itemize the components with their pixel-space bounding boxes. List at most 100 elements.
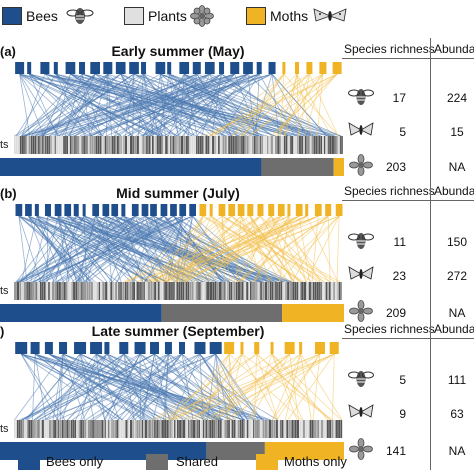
abundance-value: NA: [448, 305, 466, 320]
bee-link: [21, 73, 83, 137]
richness-header: Species richness: [344, 322, 435, 336]
plant-node: [24, 136, 26, 154]
plant-node: [329, 420, 331, 438]
plant-node: [222, 282, 224, 300]
bee-link: [20, 353, 59, 421]
plant-node: [261, 136, 264, 154]
plant-node: [230, 420, 232, 438]
plant-node: [58, 282, 61, 300]
moth-node: [277, 204, 285, 216]
plant-node: [209, 420, 212, 438]
moth-link: [171, 215, 340, 283]
richness-value: 141: [385, 443, 406, 458]
plant-node: [279, 136, 281, 154]
plant-node: [325, 282, 328, 300]
moth-link: [126, 215, 300, 283]
plant-node: [289, 282, 292, 300]
plant-node: [32, 420, 35, 438]
bee-link: [252, 73, 273, 137]
plant-node: [273, 282, 275, 300]
moths-only-segment: [264, 442, 344, 460]
plant-node: [35, 420, 37, 438]
plant-node: [87, 136, 90, 154]
plant-node: [26, 136, 29, 154]
plant-node: [155, 420, 157, 438]
moth-link: [152, 353, 257, 421]
plant-node: [234, 136, 236, 154]
bee-link: [19, 353, 169, 421]
plant-node: [150, 282, 153, 300]
plant-node: [154, 420, 155, 438]
plant-node: [215, 420, 218, 438]
bee-link: [42, 353, 216, 421]
plant-node: [86, 282, 89, 300]
plant-node: [323, 136, 326, 154]
bee-link: [128, 353, 216, 421]
moth-link: [202, 353, 230, 421]
plant-node: [42, 136, 44, 154]
bee-icon: [348, 89, 374, 106]
bee-link: [62, 353, 86, 421]
plant-node: [100, 282, 103, 300]
plant-node: [283, 136, 286, 154]
plant-node: [94, 420, 98, 438]
plant-node: [288, 420, 290, 438]
plant-node: [36, 136, 38, 154]
plant-node: [313, 420, 315, 438]
plant-node: [227, 282, 229, 300]
plant-node: [224, 420, 227, 438]
plant-node: [78, 420, 80, 438]
plant-node: [241, 420, 244, 438]
bee-link: [21, 353, 183, 421]
plant-node: [75, 136, 77, 154]
plant-node: [291, 136, 294, 154]
plant-node: [299, 282, 301, 300]
plant-node: [176, 282, 179, 300]
bee-node: [219, 62, 225, 74]
plant-node: [112, 282, 114, 300]
plant-node: [26, 420, 28, 438]
plant-node: [63, 282, 66, 300]
plant-node: [40, 136, 42, 154]
moth-node: [329, 342, 339, 354]
plant-node: [120, 282, 121, 300]
moths-only-segment: [282, 304, 344, 322]
plant-node: [151, 420, 154, 438]
bee-link: [126, 353, 183, 421]
plant-node: [292, 282, 295, 300]
plant-node: [325, 420, 327, 438]
plant-node: [58, 420, 60, 438]
bee-link: [95, 353, 120, 421]
plant-node: [252, 136, 254, 154]
plant-node: [44, 420, 47, 438]
bee-node: [53, 62, 58, 74]
richness-header: Species richness: [344, 42, 435, 56]
plant-node: [37, 282, 40, 300]
plant-node: [50, 136, 52, 154]
plant-node: [301, 420, 303, 438]
plant-node: [308, 282, 311, 300]
moth-link: [287, 353, 335, 421]
plant-node: [165, 282, 168, 300]
plant-node: [201, 282, 204, 300]
moth-link: [311, 215, 319, 283]
bee-icon: [348, 232, 374, 249]
bee-icon: [348, 370, 374, 387]
plant-node: [187, 282, 190, 300]
bee-link: [258, 73, 296, 137]
plant-node: [264, 282, 267, 300]
plant-node: [90, 420, 92, 438]
plant-node: [334, 136, 336, 154]
bee-node: [90, 62, 100, 74]
plant-node: [62, 136, 64, 154]
plant-node: [327, 136, 329, 154]
bee-node: [59, 342, 68, 354]
plant-node: [127, 136, 130, 154]
bee-link: [83, 73, 273, 137]
plant-node: [208, 136, 210, 154]
bee-node: [27, 62, 32, 74]
plant-node: [160, 420, 162, 438]
plant-node: [142, 136, 145, 154]
plant-node: [168, 420, 170, 438]
plant-node: [205, 136, 208, 154]
